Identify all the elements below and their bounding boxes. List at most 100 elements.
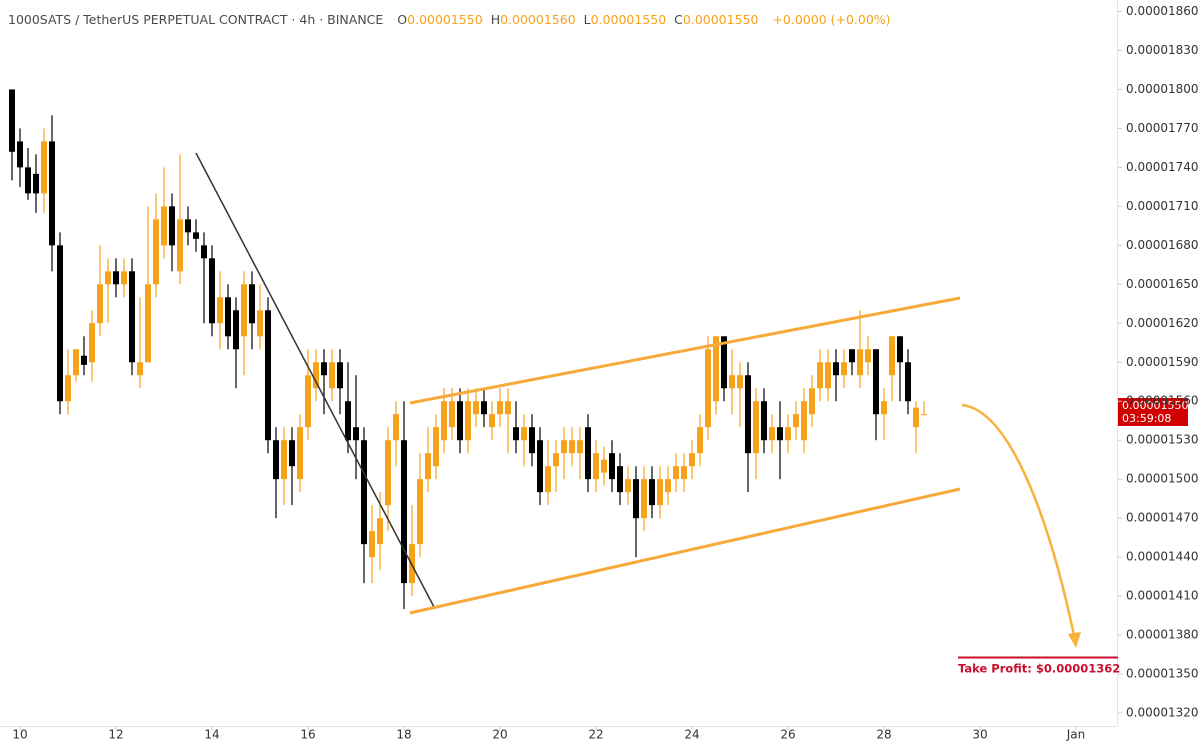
candle-body — [281, 440, 287, 480]
candle-body — [441, 401, 447, 441]
candle-body — [289, 440, 295, 467]
candle-body — [65, 375, 71, 402]
candle-body — [185, 219, 191, 233]
candle-body — [921, 414, 927, 416]
candle-body — [89, 323, 95, 363]
projection-arrow — [961, 403, 1077, 641]
candle-body — [345, 401, 351, 441]
candle-body — [401, 440, 407, 584]
candle-body — [841, 362, 847, 376]
candle-body — [161, 206, 167, 246]
candle-body — [745, 375, 751, 454]
candle-body — [217, 297, 223, 324]
candle-body — [713, 336, 719, 402]
candle-body — [153, 219, 159, 285]
candle-body — [449, 401, 455, 428]
countdown: 03:59:08 — [1122, 412, 1171, 425]
candle-body — [241, 284, 247, 337]
change: +0.0000 (+0.00%) — [772, 12, 890, 27]
candle-body — [481, 401, 487, 415]
candle-body — [761, 401, 767, 441]
candle-body — [225, 297, 231, 337]
h-value: 0.00001560 — [500, 12, 576, 27]
candle-body — [905, 362, 911, 402]
candle-body — [777, 427, 783, 441]
x-tick-label: 26 — [780, 728, 795, 742]
candle-body — [505, 401, 511, 415]
candle-body — [377, 518, 383, 545]
candle-body — [625, 479, 631, 493]
y-tick-label: 0.00001830 — [1126, 43, 1199, 57]
candle-body — [753, 401, 759, 454]
candle-body — [145, 284, 151, 363]
candle-body — [113, 271, 119, 285]
candle-body — [193, 232, 199, 239]
candle-body — [857, 349, 863, 376]
last-price: 0.00001550 — [1122, 399, 1188, 412]
y-tick-label: 0.00001560 — [1126, 394, 1199, 408]
x-tick-label: 30 — [972, 728, 987, 742]
y-tick-label: 0.00001590 — [1126, 355, 1199, 369]
candle-body — [57, 245, 63, 402]
candle-body — [361, 440, 367, 545]
c-value: 0.00001550 — [683, 12, 759, 27]
y-tick-label: 0.00001770 — [1126, 121, 1199, 135]
candle-body — [233, 310, 239, 350]
candle-body — [201, 245, 207, 259]
candle-body — [369, 531, 375, 558]
y-tick-label: 0.00001620 — [1126, 316, 1199, 330]
x-tick-label: Jan — [1066, 728, 1086, 742]
last-price-tag — [1118, 398, 1188, 426]
y-tick-label: 0.00001380 — [1126, 628, 1199, 642]
candle-body — [801, 401, 807, 441]
y-tick-label: 0.00001710 — [1126, 199, 1199, 213]
candle-body — [673, 466, 679, 480]
candle-body — [881, 401, 887, 415]
y-tick-label: 0.00001680 — [1126, 238, 1199, 252]
candle-body — [129, 271, 135, 363]
candle-body — [273, 440, 279, 480]
x-tick-label: 16 — [300, 728, 315, 742]
candle-body — [169, 206, 175, 246]
x-tick-label: 20 — [492, 728, 507, 742]
candle-body — [865, 349, 871, 363]
candle-body — [705, 349, 711, 428]
candle-body — [385, 440, 391, 506]
candle-body — [825, 362, 831, 389]
candle-body — [601, 459, 607, 473]
candle-body — [489, 414, 495, 428]
o-key: O — [397, 12, 407, 27]
l-key: L — [584, 12, 591, 27]
candle-body — [737, 375, 743, 389]
candle-body — [465, 401, 471, 441]
c-key: C — [674, 12, 683, 27]
candle-body — [809, 388, 815, 415]
candle-body — [353, 427, 359, 441]
candle-body — [729, 375, 735, 389]
candle-body — [545, 466, 551, 493]
candle-body — [697, 427, 703, 454]
candle-body — [305, 375, 311, 428]
y-tick-label: 0.00001410 — [1126, 589, 1199, 603]
candle-body — [457, 401, 463, 441]
y-tick-label: 0.00001470 — [1126, 511, 1199, 525]
candle-body — [569, 440, 575, 454]
candle-body — [9, 89, 15, 152]
candle-body — [577, 440, 583, 454]
candle-body — [537, 440, 543, 493]
candle-body — [553, 453, 559, 467]
candle-body — [889, 336, 895, 376]
x-tick-label: 14 — [204, 728, 219, 742]
candle-body — [521, 427, 527, 441]
candle-body — [897, 336, 903, 363]
candle-body — [641, 479, 647, 519]
candle-body — [257, 310, 263, 337]
candle-body — [793, 414, 799, 428]
y-tick-label: 0.00001500 — [1126, 472, 1199, 486]
y-tick-label: 0.00001800 — [1126, 82, 1199, 96]
candle-body — [25, 167, 31, 194]
candle-body — [833, 362, 839, 376]
candle-body — [657, 479, 663, 506]
